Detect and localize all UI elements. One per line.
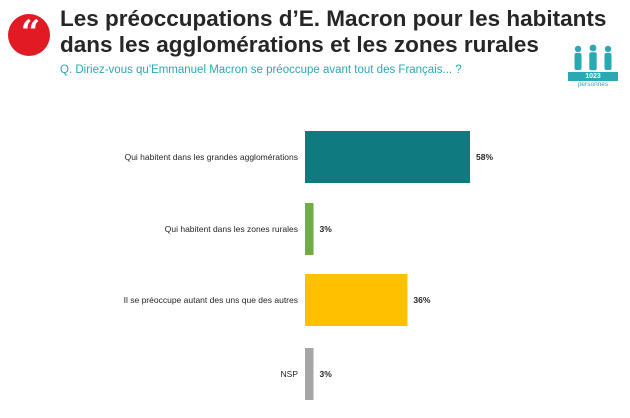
value-label-3: 36% xyxy=(413,295,430,305)
category-label-2: Qui habitent dans les zones rurales xyxy=(165,224,298,234)
sample-unit: personnes xyxy=(577,81,609,88)
bar-1 xyxy=(305,131,470,183)
category-label-4: NSP xyxy=(281,369,299,379)
quote-logo: “ xyxy=(8,13,50,56)
quote-mark-icon: “ xyxy=(20,13,41,53)
category-label-3: Il se préoccupe autant des uns que des a… xyxy=(124,295,298,305)
people-icon xyxy=(574,44,612,71)
category-label-1: Qui habitent dans les grandes agglomérat… xyxy=(125,152,298,162)
survey-question: Q. Diriez-vous qu'Emmanuel Macron se pré… xyxy=(60,64,462,76)
bar-4 xyxy=(305,348,314,400)
page-title: Les préoccupations d’E. Macron pour les … xyxy=(60,6,607,57)
sample-size-badge: 1023 personnes xyxy=(568,44,618,90)
value-label-4: 3% xyxy=(320,369,333,379)
bar-2 xyxy=(305,203,314,255)
value-label-1: 58% xyxy=(476,152,493,162)
sample-size: 1023 xyxy=(568,72,618,81)
bar-3 xyxy=(305,274,408,326)
value-label-2: 3% xyxy=(320,224,333,234)
